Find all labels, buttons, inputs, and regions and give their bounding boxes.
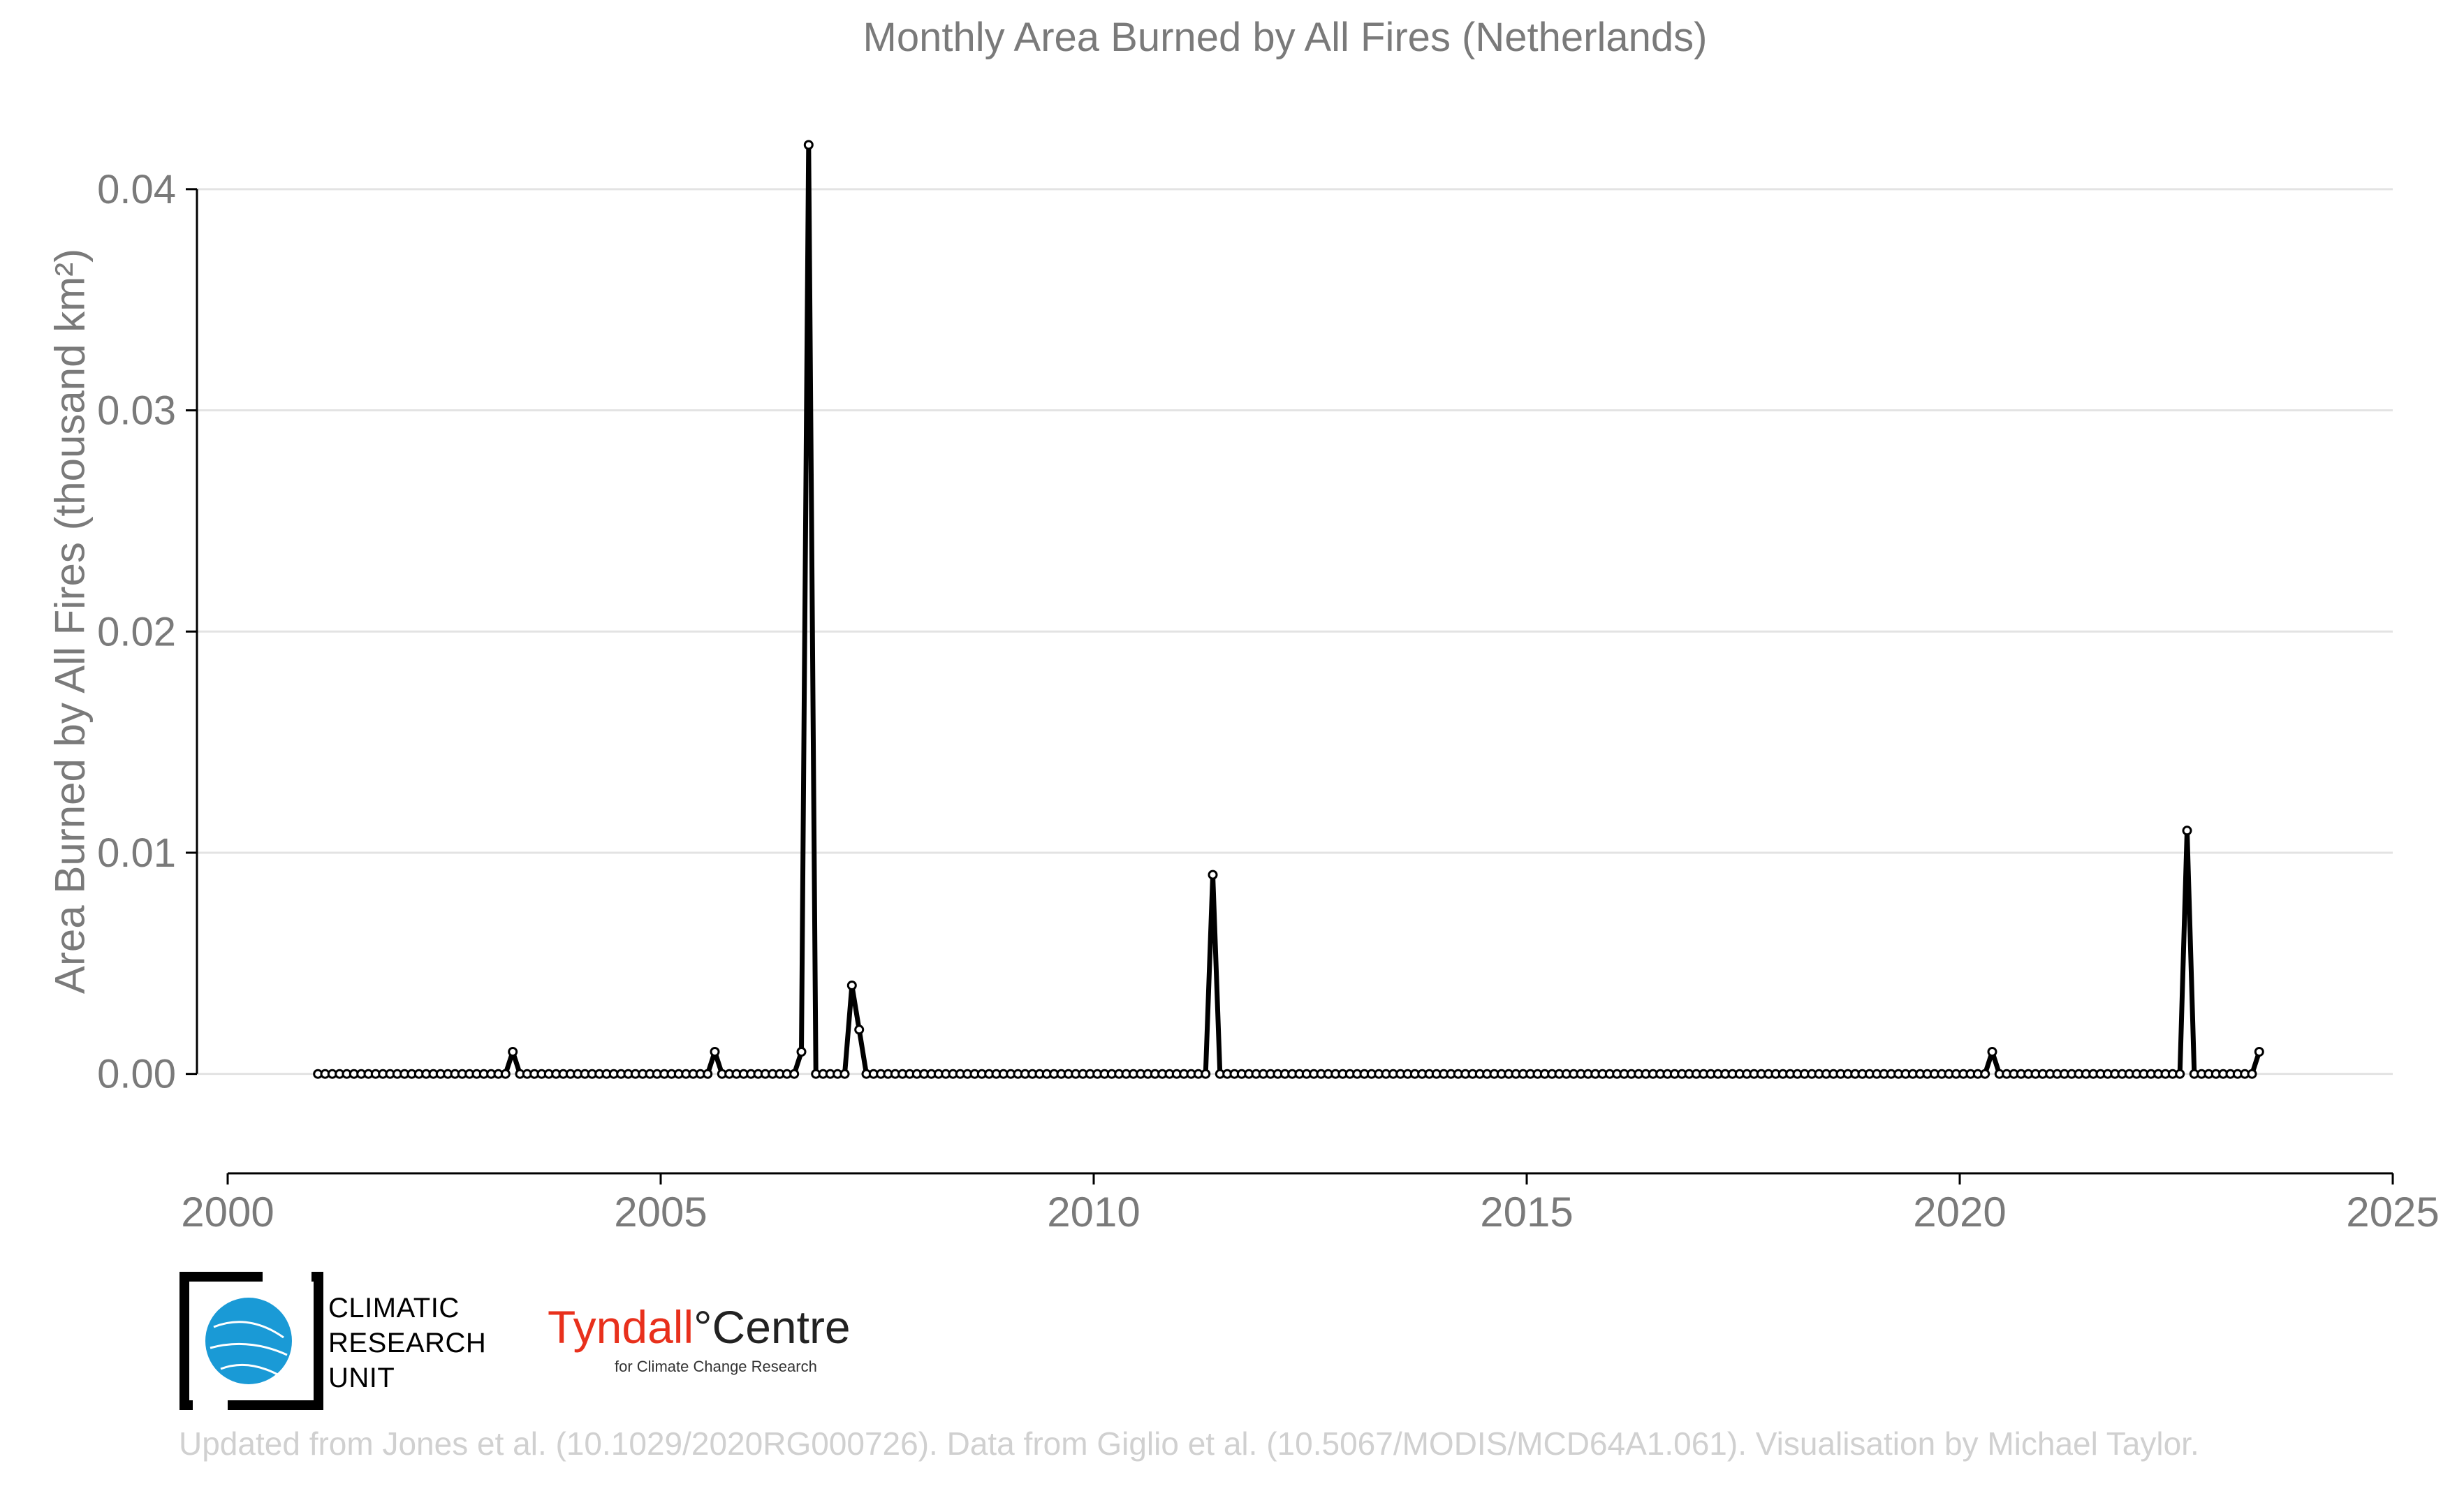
y-tick-label: 0.02 [97,609,176,654]
y-tick-label: 0.01 [97,830,176,876]
data-point [789,1069,800,1079]
data-point [2254,1047,2264,1057]
data-point [839,1069,850,1079]
data-point [803,140,814,150]
axes [196,189,2393,1175]
x-tick-label: 2005 [614,1189,707,1235]
data-point [1208,870,1218,880]
cru-line-1: CLIMATIC [328,1293,460,1323]
cru-logo-text: CLIMATIC RESEARCH UNIT [328,1291,486,1395]
cru-line-3: UNIT [328,1363,395,1393]
y-tick-label: 0.03 [97,388,176,434]
data-point [1987,1047,1997,1057]
tyndall-centre: Centre [712,1301,851,1353]
data-point [1201,1069,1211,1079]
data-point [796,1047,807,1057]
tyndall-subtitle: for Climate Change Research [615,1358,817,1375]
x-tick-label: 2000 [181,1189,274,1235]
data-point [500,1069,511,1079]
footer-credits: Updated from Jones et al. (10.1029/2020R… [179,1425,2199,1462]
x-tick-label: 2025 [2346,1189,2439,1235]
series-markers [313,140,2264,1079]
gridlines [196,188,2393,1076]
data-point [2247,1069,2257,1079]
x-tick-label: 2015 [1480,1189,1573,1235]
data-point [710,1047,720,1057]
y-tick-label: 0.00 [97,1052,176,1097]
x-ticks: 2000 2005 2010 2015 2020 2025 [181,1173,2440,1235]
y-tick-label: 0.04 [97,167,176,212]
tyndall-degree: ° [694,1301,712,1353]
cru-line-2: RESEARCH [328,1328,487,1358]
tyndall-name: Tyndall [548,1301,694,1353]
x-tick-label: 2020 [1913,1189,2006,1235]
data-point [2182,826,2192,836]
y-ticks: 0.00 0.01 0.02 0.03 0.04 [97,167,197,1097]
data-point [1980,1069,1990,1079]
data-point [703,1069,713,1079]
data-point [854,1025,865,1035]
data-point [846,981,857,990]
cru-logo [179,1272,323,1410]
series-line [318,142,2262,1077]
tyndall-logo: Tyndall°Centre [548,1300,851,1354]
x-tick-label: 2010 [1047,1189,1140,1235]
data-point [508,1047,518,1057]
chart-title: Monthly Area Burned by All Fires (Nether… [863,15,1708,60]
data-point [2175,1069,2185,1079]
